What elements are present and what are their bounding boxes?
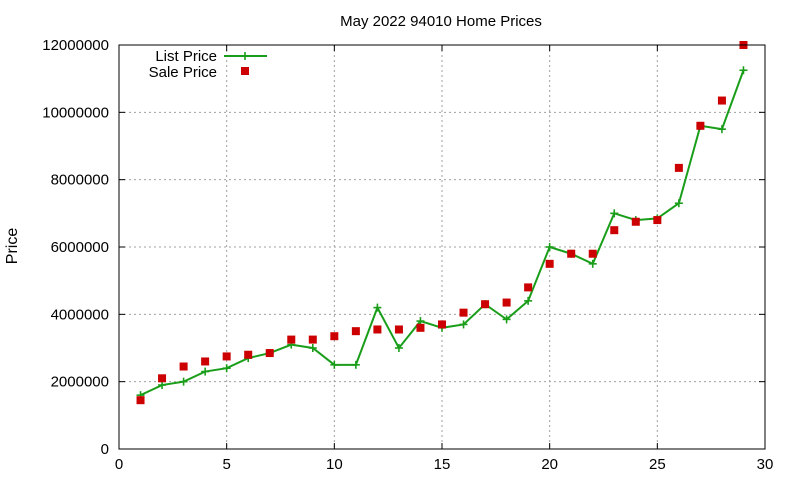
y-axis-label: Price	[4, 228, 21, 265]
sale-price-point	[136, 396, 145, 405]
y-tick-label: 6000000	[51, 239, 109, 256]
sale-price-point	[545, 259, 554, 268]
list-price-point	[158, 381, 167, 390]
sale-price-point	[610, 226, 619, 235]
x-tick-label: 20	[541, 456, 558, 473]
chart-title: May 2022 94010 Home Prices	[340, 13, 542, 30]
sale-price-point	[351, 327, 360, 336]
grid	[119, 45, 765, 449]
list-price-point	[416, 317, 425, 326]
list-price-point	[717, 125, 726, 134]
sale-price-point	[201, 357, 210, 366]
sale-price-point	[222, 352, 231, 361]
list-price-point	[201, 367, 210, 376]
sale-price-point	[524, 283, 533, 292]
ticks: 0 5 10 15 20 25 30 0 2000000 4000000 6000000 800000…	[42, 37, 773, 473]
sale-price-point	[308, 335, 317, 344]
sale-price-point	[653, 216, 662, 225]
sale-price-point	[717, 96, 726, 105]
list-price-point	[351, 360, 360, 369]
x-tick-label: 30	[757, 456, 774, 473]
sale-price-point	[158, 374, 167, 383]
plot-area	[136, 41, 748, 405]
legend-label-list-price: List Price	[155, 48, 217, 65]
list-price-point	[588, 259, 597, 268]
list-price-point	[373, 303, 382, 312]
list-price-point	[330, 360, 339, 369]
list-price-point	[179, 377, 188, 386]
sale-price-point	[394, 325, 403, 334]
y-tick-label: 2000000	[51, 374, 109, 391]
sale-price-point	[373, 325, 382, 334]
legend-label-sale-price: Sale Price	[149, 64, 217, 81]
sale-price-point	[631, 217, 640, 226]
sale-price-point	[459, 308, 468, 317]
sale-price-point	[265, 349, 274, 358]
list-price-point	[739, 66, 748, 75]
y-tick-label: 0	[101, 441, 109, 458]
list-price-point	[394, 344, 403, 352]
x-tick-label: 0	[115, 456, 123, 473]
x-tick-label: 25	[649, 456, 666, 473]
list-price-point	[502, 315, 511, 324]
sale-price-point	[416, 323, 425, 332]
y-tick-label: 4000000	[51, 306, 109, 323]
sale-price-point	[244, 350, 253, 359]
list-price-point	[459, 320, 468, 329]
sale-price-point	[179, 362, 188, 371]
legend-swatch-sale-price	[241, 67, 249, 75]
list-price-point	[222, 364, 231, 373]
sale-price-point	[330, 332, 339, 341]
sale-price-point	[481, 300, 490, 309]
x-tick-label: 10	[326, 456, 343, 473]
x-tick-label: 15	[434, 456, 451, 473]
sale-price-point	[438, 320, 446, 329]
plot-frame	[118, 44, 766, 450]
sale-price-point	[674, 163, 683, 172]
sale-price-point	[588, 249, 597, 258]
sale-price-point	[287, 335, 296, 344]
y-tick-label: 12000000	[42, 37, 109, 54]
sale-price-point	[696, 121, 705, 130]
sale-price-point	[567, 249, 576, 258]
x-tick-label: 5	[222, 456, 230, 473]
list-price-point	[545, 243, 554, 251]
list-price-point	[524, 296, 533, 305]
list-price-point	[308, 344, 317, 352]
list-price-point	[610, 209, 619, 218]
y-tick-label: 8000000	[51, 172, 109, 189]
sale-price-point	[502, 298, 511, 307]
legend: List Price Sale Price	[149, 48, 267, 81]
y-tick-label: 10000000	[42, 104, 109, 121]
list-price-point	[674, 199, 683, 208]
